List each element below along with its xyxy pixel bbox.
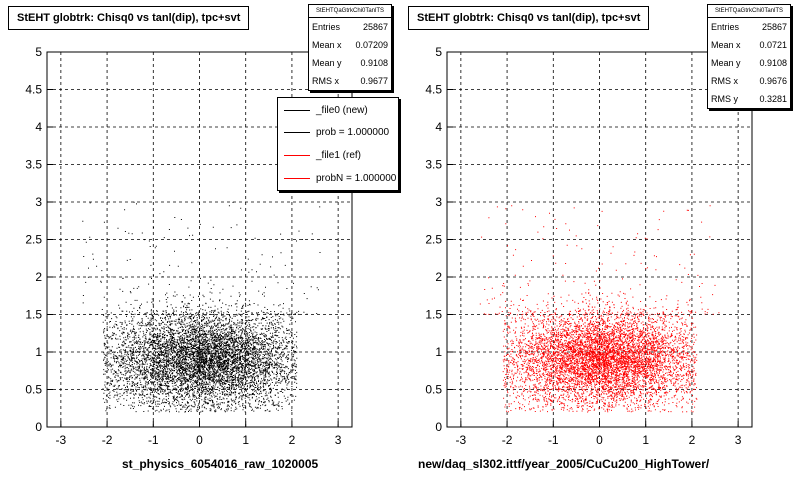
legend-line-black: [284, 109, 310, 111]
y-tick-label: 0.5: [25, 383, 42, 397]
y-tick-label: 0: [435, 420, 442, 434]
x-tick-label: -2: [102, 433, 113, 447]
stats-value: 25867: [761, 22, 787, 32]
stats-value: 25867: [362, 22, 388, 32]
x-tick-label: 0: [196, 433, 203, 447]
legend-line-red: [284, 154, 310, 156]
y-tick-label: 0: [35, 420, 42, 434]
y-tick-label: 1.5: [425, 308, 442, 322]
y-tick-label: 4: [435, 120, 442, 134]
x-tick-label: 2: [689, 433, 696, 447]
x-tick-label: 3: [335, 433, 342, 447]
stats-label: Entries: [711, 22, 740, 32]
right-stats-row: RMS x 0.9676: [708, 72, 790, 90]
right-stats-row: Entries 25867: [708, 18, 790, 36]
legend-box: _file0 (new) prob = 1.000000 _file1 (ref…: [277, 97, 399, 191]
y-tick-label: 5: [435, 45, 442, 59]
left-x-axis-label: st_physics_6054016_raw_1020005: [122, 457, 319, 471]
left-stats-name: StEHTQaGtrkChi0TanlTS: [309, 5, 391, 18]
y-tick-label: 1: [35, 345, 42, 359]
y-tick-label: 3: [435, 195, 442, 209]
stats-value: 0.07209: [355, 40, 388, 50]
y-tick-label: 4.5: [25, 83, 42, 97]
y-tick-label: 2: [35, 270, 42, 284]
y-tick-label: 4: [35, 120, 42, 134]
y-tick-label: 3: [35, 195, 42, 209]
scatter-points: [82, 201, 321, 413]
left-stats-row: RMS x 0.9677: [309, 72, 391, 90]
y-tick-label: 4.5: [425, 83, 442, 97]
left-chart-panel: -3 -2 -1 0 1 2 3 0 0.5 1 1.5 2 2.5 3 3.5 4 4.5 5 StEHT gl…: [8, 4, 399, 471]
left-stats-row: Mean y 0.9108: [309, 54, 391, 72]
x-tick-label: -3: [456, 433, 467, 447]
y-tick-label: 1.5: [25, 308, 42, 322]
stats-label: Mean x: [711, 40, 741, 50]
stats-label: Mean x: [312, 40, 342, 50]
legend-label: prob = 1.000000: [316, 126, 390, 138]
stats-label: Mean y: [312, 58, 342, 68]
x-tick-label: -1: [148, 433, 159, 447]
right-stats-row: RMS y 0.3281: [708, 90, 790, 108]
stats-value: 0.0721: [759, 40, 787, 50]
legend-entry: _file1 (ref): [278, 145, 398, 165]
right-stats-box: StEHTQaGtrkChi0TanlTS Entries 25867 Mean …: [707, 4, 791, 109]
legend-label: _file1 (ref): [316, 149, 362, 161]
x-tick-label: 0: [596, 433, 603, 447]
legend-label: probN = 1.000000: [316, 172, 397, 184]
x-tick-label: -1: [548, 433, 559, 447]
x-tick-label: 1: [642, 433, 649, 447]
x-tick-label: 3: [735, 433, 742, 447]
y-tick-label: 3.5: [425, 158, 442, 172]
left-stats-row: Entries 25867: [309, 18, 391, 36]
stats-label: RMS x: [711, 76, 738, 86]
legend-line-red: [284, 177, 310, 179]
x-tick-label: 1: [242, 433, 249, 447]
right-stats-name: StEHTQaGtrkChi0TanlTS: [708, 5, 790, 18]
stats-label: RMS x: [312, 76, 339, 86]
y-tick-label: 1: [435, 345, 442, 359]
stats-value: 0.9108: [759, 58, 787, 68]
stats-label: Entries: [312, 22, 341, 32]
y-tick-label: 2: [435, 270, 442, 284]
x-tick-label: -3: [56, 433, 67, 447]
right-x-axis-label: new/daq_sl302.ittf/year_2005/CuCu200_Hig…: [418, 457, 710, 471]
stats-label: RMS y: [711, 94, 738, 104]
stats-value: 0.3281: [759, 94, 787, 104]
legend-label: _file0 (new): [316, 104, 368, 116]
stats-value: 0.9677: [360, 76, 388, 86]
left-stats-box: StEHTQaGtrkChi0TanlTS Entries 25867 Mean …: [308, 4, 392, 91]
legend-entry: prob = 1.000000: [278, 122, 398, 142]
y-tick-label: 3.5: [25, 158, 42, 172]
scatter-points: [479, 205, 720, 413]
right-chart-title: StEHT globtrk: Chisq0 vs tanl(dip), tpc+…: [408, 6, 650, 30]
legend-entry: probN = 1.000000: [278, 168, 398, 188]
stats-value: 0.9108: [360, 58, 388, 68]
y-tick-label: 0.5: [425, 383, 442, 397]
stats-value: 0.9676: [759, 76, 787, 86]
y-tick-label: 5: [35, 45, 42, 59]
left-chart-title: StEHT globtrk: Chisq0 vs tanl(dip), tpc+…: [8, 6, 250, 30]
x-tick-label: 2: [289, 433, 296, 447]
right-stats-row: Mean x 0.0721: [708, 36, 790, 54]
x-tick-label: -2: [502, 433, 513, 447]
right-stats-row: Mean y 0.9108: [708, 54, 790, 72]
legend-entry: _file0 (new): [278, 100, 398, 120]
left-stats-row: Mean x 0.07209: [309, 36, 391, 54]
legend-line-black: [284, 131, 310, 133]
right-chart-panel: -3 -2 -1 0 1 2 3 0 0.5 1 1.5 2 2.5 3 3.5 4 4.5 5 StEHT gl…: [400, 0, 800, 480]
y-tick-label: 2.5: [25, 233, 42, 247]
stats-label: Mean y: [711, 58, 741, 68]
right-scatter-plot: -3 -2 -1 0 1 2 3 0 0.5 1 1.5 2 2.5 3 3.5 4 4.5 5: [425, 45, 753, 447]
y-tick-label: 2.5: [425, 233, 442, 247]
